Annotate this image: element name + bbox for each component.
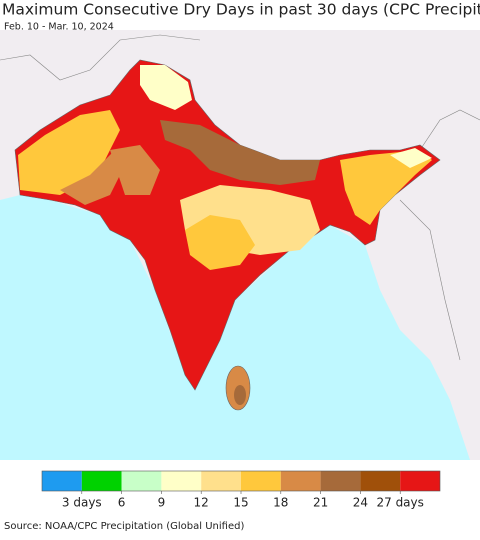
- legend-label: 21: [313, 496, 328, 510]
- legend-swatch: [42, 471, 82, 491]
- legend-label: 12: [194, 496, 209, 510]
- legend-swatch: [241, 471, 281, 491]
- legend-label: 27 days: [376, 496, 423, 510]
- region-brown-central: [110, 145, 160, 195]
- legend-label: 24: [353, 496, 368, 510]
- title: Maximum Consecutive Dry Days in past 30 …: [2, 1, 480, 19]
- legend-swatch: [161, 471, 202, 491]
- region-north: [140, 65, 192, 110]
- legend-label: 18: [273, 496, 288, 510]
- region-orange-central: [185, 215, 255, 270]
- region-brown-ganges: [160, 120, 320, 185]
- country-borders: [0, 34, 480, 361]
- legend-label: 3 days: [62, 496, 102, 510]
- legend-swatch: [400, 471, 440, 491]
- legend: 3 days 6 9 12 15 18 21 24 27 days: [41, 470, 441, 510]
- region-brown-west: [60, 150, 125, 205]
- legend-swatch: [360, 471, 401, 491]
- ocean: [0, 195, 470, 460]
- legend-label: 15: [233, 496, 248, 510]
- legend-swatch: [280, 471, 321, 491]
- region-ne: [390, 148, 432, 168]
- source: Source: NOAA/CPC Precipitation (Global U…: [4, 521, 244, 532]
- sri-lanka-inner: [234, 385, 246, 405]
- legend-swatch: [201, 471, 241, 491]
- region-east: [340, 150, 432, 225]
- legend-swatch: [320, 471, 361, 491]
- legend-swatch: [81, 471, 122, 491]
- legend-swatch: [121, 471, 162, 491]
- legend-label: 6: [118, 496, 126, 510]
- legend-label: 9: [158, 496, 166, 510]
- date-range: Feb. 10 - Mar. 10, 2024: [4, 22, 114, 33]
